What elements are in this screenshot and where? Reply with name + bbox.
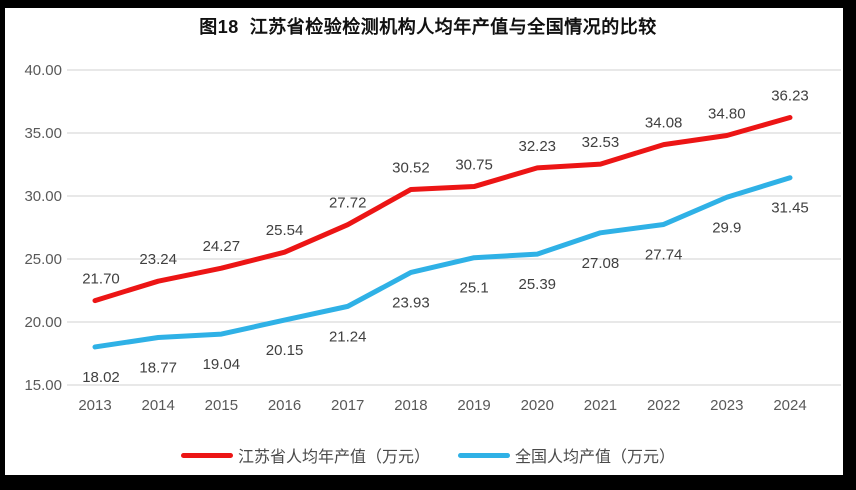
- jiangsu-series-line: [92, 115, 793, 304]
- photo-border-bottom: [0, 475, 856, 490]
- y-axis-tick-label: 20.00: [24, 314, 62, 331]
- national-series-line: [92, 175, 793, 350]
- photo-border-right: [843, 0, 856, 490]
- x-axis-tick-label: 2024: [773, 397, 806, 414]
- x-axis-tick-label: 2021: [584, 397, 617, 414]
- data-label: 18.77: [139, 359, 177, 376]
- data-label: 25.54: [266, 222, 304, 239]
- legend-label-jiangsu: 江苏省人均年产值（万元）: [237, 449, 430, 466]
- y-axis-tick-label: 40.00: [24, 62, 62, 79]
- data-label: 34.08: [645, 115, 683, 132]
- data-label: 30.75: [455, 157, 493, 174]
- x-axis-tick-label: 2015: [205, 397, 238, 414]
- y-axis-tick-label: 35.00: [24, 125, 62, 142]
- data-label: 36.23: [771, 88, 809, 105]
- data-label: 27.74: [645, 246, 683, 263]
- line-chart-plot-area: 15.00 20.00 25.00 30.00 35.00 40.00 2013 2014 20…: [24, 62, 841, 414]
- data-label: 25.1: [459, 280, 488, 297]
- x-axis-tick-label: 2022: [647, 397, 680, 414]
- data-label: 32.23: [518, 138, 556, 155]
- data-label: 23.24: [139, 251, 177, 268]
- data-label: 18.02: [82, 369, 120, 386]
- x-axis-tick-label: 2020: [521, 397, 554, 414]
- legend-swatch-red-line: [180, 452, 233, 458]
- legend-item-national: 全国人均产值（万元）: [458, 443, 675, 467]
- chart-title: 图18 江苏省检验检测机构人均年产值与全国情况的比较: [199, 17, 657, 37]
- photo-border-left: [0, 0, 5, 490]
- data-label: 20.15: [266, 342, 304, 359]
- x-axis-tick-label: 2016: [268, 397, 301, 414]
- x-axis-tick-label: 2023: [710, 397, 743, 414]
- data-label: 34.80: [708, 106, 746, 123]
- x-axis-tick-label: 2013: [78, 397, 111, 414]
- data-label: 24.27: [203, 238, 241, 255]
- y-axis-tick-label: 15.00: [24, 377, 62, 394]
- data-label: 29.9: [712, 219, 741, 236]
- y-axis-tick-label: 25.00: [24, 251, 62, 268]
- data-label: 19.04: [203, 356, 241, 373]
- data-label: 32.53: [582, 134, 620, 151]
- legend-label-national: 全国人均产值（万元）: [515, 449, 676, 466]
- data-label: 21.70: [82, 271, 120, 288]
- x-axis-tick-label: 2019: [457, 397, 490, 414]
- data-label: 27.72: [329, 195, 367, 212]
- y-axis-tick-label: 30.00: [24, 188, 62, 205]
- data-label: 30.52: [392, 159, 430, 176]
- data-label: 23.93: [392, 294, 430, 311]
- photo-border-top: [0, 0, 856, 8]
- data-label: 27.08: [582, 255, 620, 272]
- chart-legend: 江苏省人均年产值（万元） 全国人均产值（万元）: [0, 443, 856, 467]
- legend-swatch-blue-line: [458, 452, 510, 458]
- x-axis-tick-label: 2014: [141, 397, 174, 414]
- data-label: 25.39: [518, 276, 556, 293]
- data-label: 31.45: [771, 200, 809, 217]
- x-axis-tick-label: 2017: [331, 397, 364, 414]
- data-label: 21.24: [329, 328, 367, 345]
- legend-item-jiangsu: 江苏省人均年产值（万元）: [180, 443, 430, 467]
- x-axis-tick-label: 2018: [394, 397, 427, 414]
